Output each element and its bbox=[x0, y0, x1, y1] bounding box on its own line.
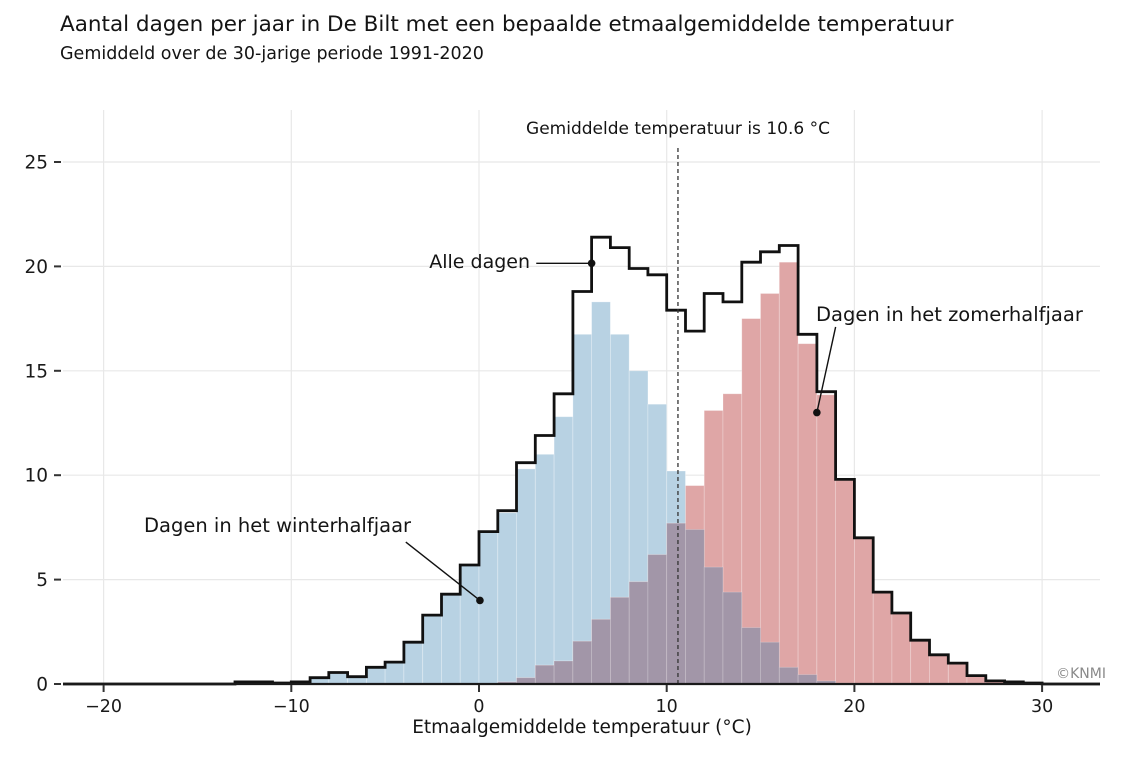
credit-knmi: ©KNMI bbox=[1056, 666, 1106, 682]
histogram-bar bbox=[384, 661, 405, 685]
tick-labels-group: −20 −10 0 10 20 30 0 5 10 15 20 25 bbox=[24, 153, 1053, 718]
histogram-bar bbox=[441, 593, 461, 685]
y-tick-label: 15 bbox=[24, 361, 48, 382]
histogram-bar bbox=[835, 479, 855, 685]
y-tick-label: 10 bbox=[24, 466, 48, 487]
histogram-bar bbox=[797, 674, 818, 685]
zomer-leader-line bbox=[816, 326, 837, 413]
alle_dagen-leader-dot bbox=[587, 259, 596, 268]
annotation-leaders-group bbox=[405, 259, 837, 605]
x-tick-label: 20 bbox=[843, 697, 865, 717]
histogram-bar bbox=[891, 612, 912, 685]
annotation-alle-dagen: Alle dagen bbox=[429, 251, 530, 273]
histogram-bar bbox=[422, 614, 442, 685]
histogram-bar bbox=[365, 666, 386, 685]
histogram-bar bbox=[685, 529, 705, 685]
histogram-bar bbox=[666, 522, 686, 685]
zomer-leader-dot bbox=[813, 408, 821, 417]
histogram-bar bbox=[703, 566, 724, 685]
y-tick-label: 5 bbox=[36, 570, 48, 591]
histogram-bar bbox=[722, 591, 743, 685]
histogram-bar bbox=[328, 672, 348, 685]
chart-title: Aantal dagen per jaar in De Bilt met een… bbox=[60, 12, 954, 37]
x-tick-label: 0 bbox=[473, 697, 484, 717]
histogram-bar bbox=[553, 416, 574, 685]
annotation-winterhalfjaar: Dagen in het winterhalfjaar bbox=[144, 514, 412, 537]
histogram-bar bbox=[572, 640, 593, 685]
histogram-bar bbox=[647, 554, 668, 685]
histogram-bar bbox=[778, 666, 799, 685]
histogram-bar bbox=[572, 333, 593, 685]
tick-marks-group bbox=[54, 161, 1044, 692]
y-tick-label: 25 bbox=[24, 153, 48, 174]
winter-leader-dot bbox=[476, 596, 484, 605]
histogram-bar bbox=[403, 641, 424, 685]
y-tick-label: 20 bbox=[24, 257, 48, 278]
histogram-bar bbox=[778, 261, 799, 685]
x-tick-label: −10 bbox=[273, 697, 310, 717]
overlap-bars-group bbox=[497, 522, 855, 685]
histogram-bar bbox=[591, 618, 611, 685]
mean-temperature-annotation: Gemiddelde temperatuur is 10.6 °C bbox=[526, 119, 830, 139]
histogram-bar bbox=[929, 654, 949, 685]
histogram-bar bbox=[610, 596, 630, 685]
histogram-bar bbox=[760, 641, 780, 685]
x-tick-label: 30 bbox=[1031, 697, 1053, 717]
histogram-bar bbox=[816, 394, 837, 685]
histogram-bar bbox=[741, 627, 761, 685]
histogram-bar bbox=[459, 564, 480, 685]
winter-leader-line bbox=[405, 541, 481, 602]
histogram-bar bbox=[760, 293, 780, 685]
annotation-zomerhalfjaar: Dagen in het zomerhalfjaar bbox=[816, 303, 1083, 326]
histogram-bar bbox=[534, 664, 555, 685]
x-tick-label: 10 bbox=[656, 697, 678, 717]
histogram-bar bbox=[478, 531, 499, 685]
x-tick-label: −20 bbox=[85, 697, 122, 717]
y-tick-label: 0 bbox=[36, 675, 48, 696]
alle-dagen-step-outline bbox=[63, 235, 1100, 686]
histogram-bar bbox=[497, 512, 517, 685]
histogram-bar bbox=[534, 453, 555, 685]
histogram-bar bbox=[553, 660, 574, 685]
histogram-bar bbox=[872, 591, 893, 685]
histogram-bar bbox=[628, 581, 649, 685]
histogram-bar bbox=[910, 639, 930, 685]
histogram-bar bbox=[947, 662, 968, 685]
histogram-bar bbox=[854, 537, 874, 685]
x-axis-label: Etmaalgemiddelde temperatuur (°C) bbox=[412, 717, 752, 738]
histogram-bar bbox=[797, 343, 818, 685]
chart-subtitle: Gemiddeld over de 30-jarige periode 1991… bbox=[60, 44, 484, 64]
histogram-bar bbox=[516, 468, 536, 685]
